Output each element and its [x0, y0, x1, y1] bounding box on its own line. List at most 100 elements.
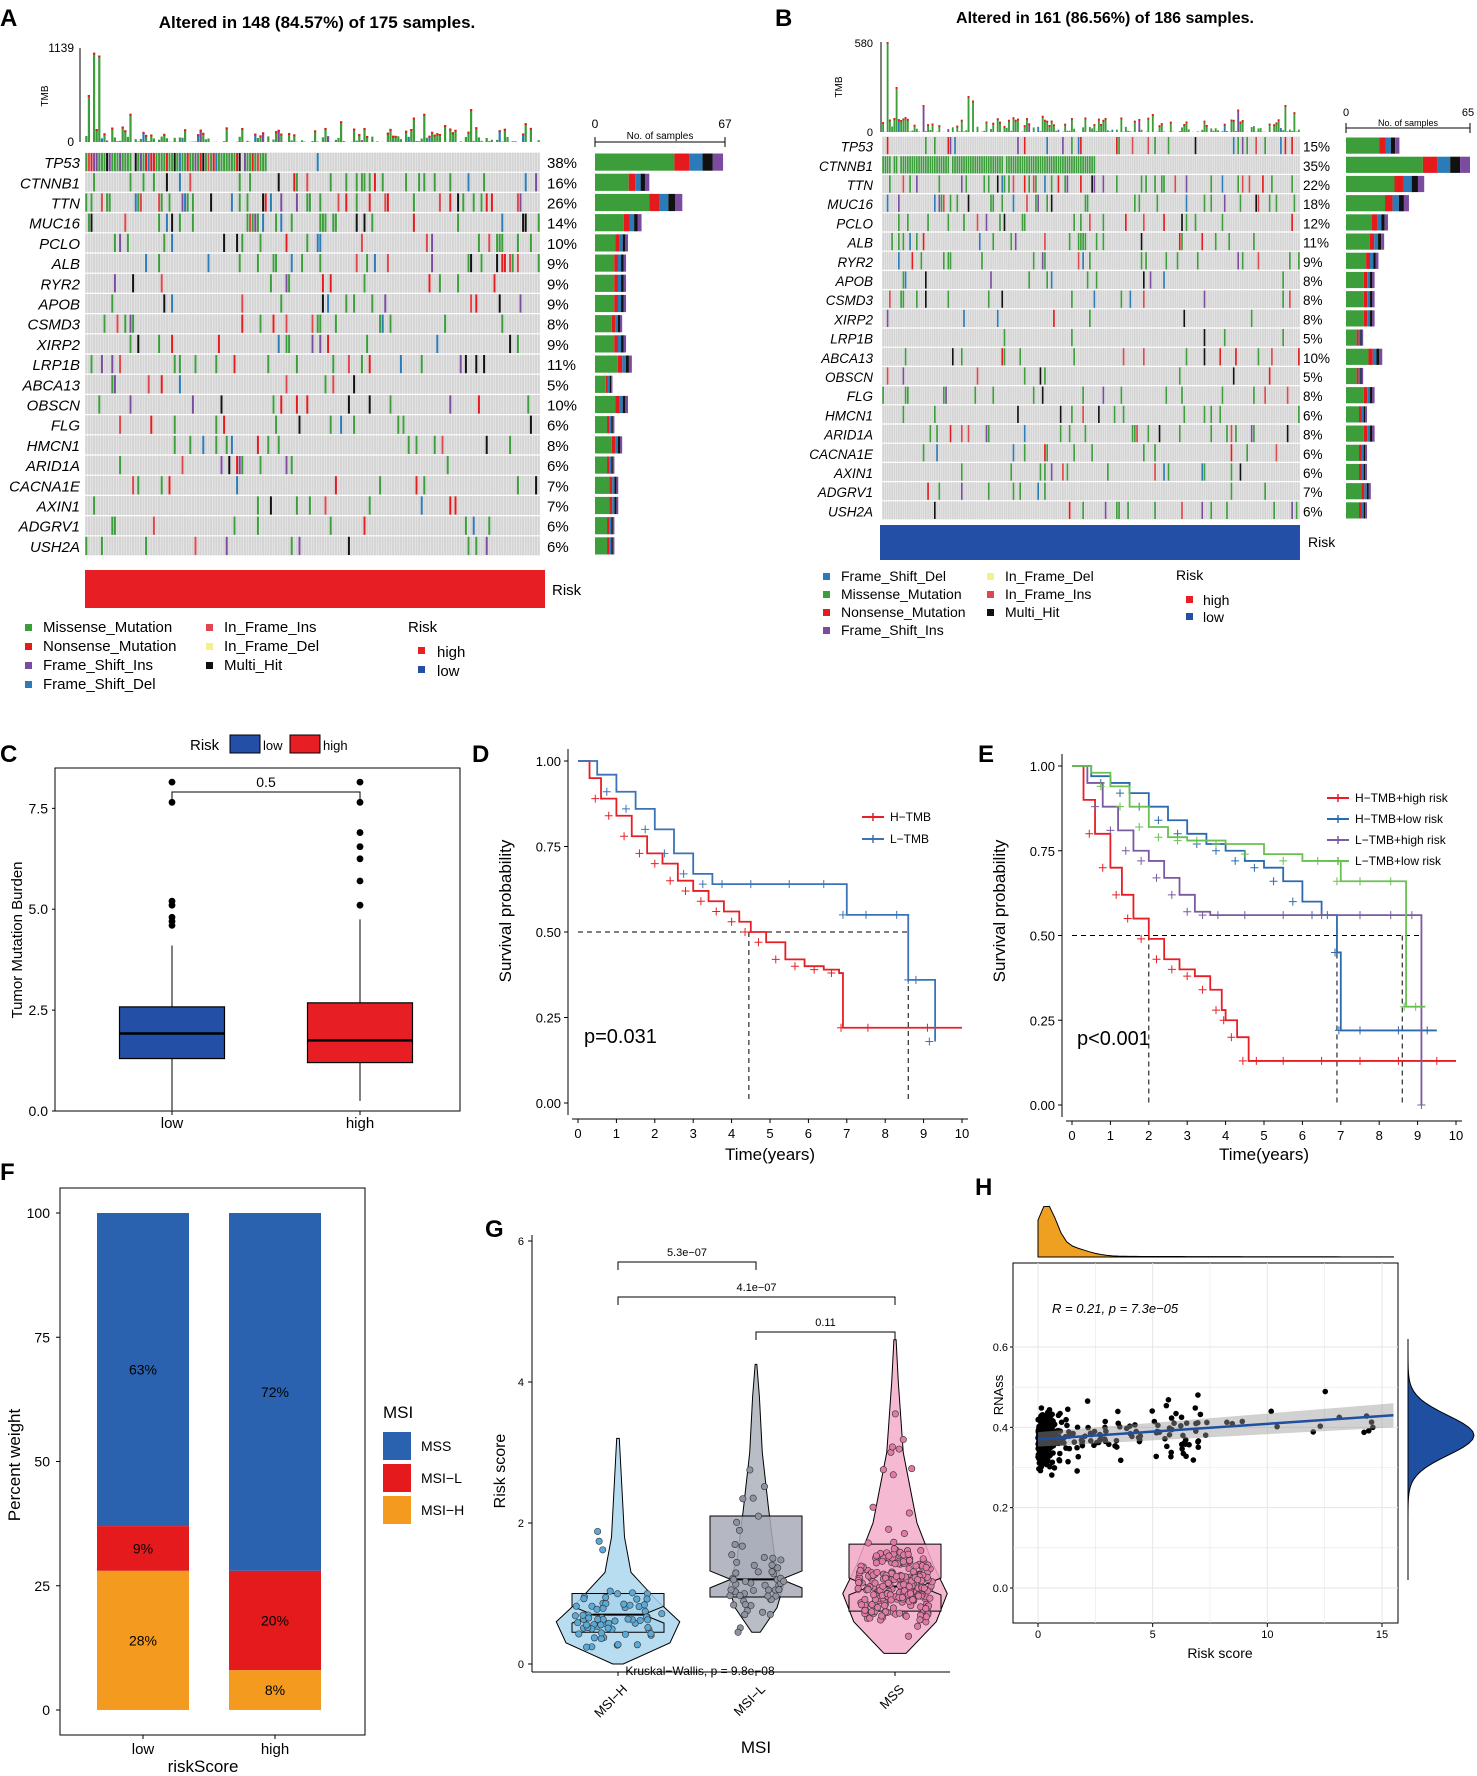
mutation-cell [942, 252, 945, 270]
h-point [1164, 1443, 1170, 1450]
mutation-cell [1253, 425, 1255, 443]
mutation-cell [1080, 213, 1082, 231]
tmb-bar [1008, 119, 1010, 132]
km-censor [1167, 965, 1176, 974]
g-point [879, 1582, 887, 1590]
km-censor [1137, 934, 1146, 943]
mutation-cell [251, 153, 254, 172]
tmb-bar-cap [444, 125, 447, 128]
mutation-cell [389, 395, 392, 414]
mutation-cell [129, 334, 132, 353]
mutation-cell [1136, 425, 1138, 443]
mutation-cell [949, 137, 952, 155]
tmb-bar-cap [366, 135, 369, 138]
tmb-bar-cap [467, 131, 470, 134]
mutation-cell [1286, 386, 1289, 404]
mutation-cell [1050, 271, 1053, 289]
tmb-bar [1183, 124, 1186, 132]
legend-item: Frame_Shift_Ins [43, 657, 153, 674]
count-bar-seg-ttn [1394, 175, 1404, 193]
mutation-cell [353, 294, 356, 313]
mutation-cell [1001, 290, 1004, 308]
km-censor [925, 1037, 934, 1046]
g-point [614, 1641, 622, 1649]
mutation-cell [298, 415, 301, 434]
mutation-cell [306, 193, 309, 212]
h-point [1192, 1405, 1199, 1411]
h-point [1102, 1418, 1109, 1425]
mutation-cell [1241, 137, 1244, 155]
d-plot: 0.000.250.500.751.000 1 2 3 4 5 6 7 8 9 10H−TMBL−T… [536, 749, 969, 1141]
mutation-cell [124, 153, 127, 172]
count-bar-seg-tp53 [1395, 137, 1400, 154]
mutation-cell [280, 193, 283, 212]
tmb-bar-cap [1050, 120, 1053, 123]
h-point [1195, 1392, 1201, 1398]
mutation-cell [1253, 233, 1255, 251]
count-bar-seg-flg [1367, 387, 1371, 404]
km-legend-label: H−TMB [890, 810, 931, 824]
mutation-cell [1059, 405, 1062, 423]
mutation-cell [119, 456, 122, 475]
km-censor [1279, 911, 1288, 920]
mutation-cell [509, 334, 512, 353]
km-legend-label: L−TMB [890, 832, 929, 846]
tmb-bar [428, 135, 431, 142]
mutation-cell [129, 153, 132, 172]
count-bar-seg-lrp1b [1361, 329, 1364, 346]
risk-high-label-a: high [437, 644, 465, 661]
mutation-cell [974, 386, 977, 404]
count-bar-seg-flg [1370, 387, 1373, 404]
gene-percentages-a: 38%16%26%14%10%9%9%9%8%9%11%5%10%6%8%6%7… [547, 155, 577, 556]
mutation-cell [942, 194, 945, 212]
tmb-bar [1286, 131, 1289, 132]
km-censor [1091, 802, 1100, 811]
km-curve-2 [1072, 765, 1423, 1105]
tmb-bar [1241, 120, 1244, 132]
g-point [885, 1525, 893, 1533]
legend-item: Frame_Shift_Del [841, 568, 946, 584]
mutation-cell [134, 193, 137, 212]
mutation-cell [1041, 386, 1044, 404]
mutation-cell [999, 213, 1001, 231]
tmb-bar-cap [358, 134, 361, 137]
mutation-cell [457, 274, 460, 293]
count-bar-seg-pclo [622, 234, 626, 252]
mutation-cell [236, 476, 239, 495]
gene-pct-pclo: 10% [547, 236, 577, 253]
mutation-cell [191, 193, 194, 212]
mutation-cell [969, 156, 972, 174]
count-bar-seg-tp53 [595, 153, 675, 171]
g-point [868, 1601, 876, 1609]
mutation-cell [171, 233, 174, 252]
mutation-cell [425, 233, 428, 252]
mutation-cell [259, 153, 262, 172]
risk-bar-a [85, 570, 545, 608]
mutation-cell [1046, 137, 1049, 155]
tmb-bar [1217, 130, 1219, 132]
mutation-cell [1062, 463, 1064, 481]
f-legend-label: MSI−H [421, 1502, 464, 1518]
mutation-cell [285, 233, 288, 252]
mutation-cell [113, 274, 116, 293]
mutation-cell [119, 233, 122, 252]
tmb-bar-cap [897, 119, 900, 122]
mutation-cell [938, 156, 941, 174]
tmb-bar [386, 132, 389, 142]
tmb-bar [449, 128, 452, 142]
gene-pct-lrp1b: 11% [547, 357, 576, 374]
tmb-bar [1046, 120, 1049, 132]
g-point [896, 1609, 904, 1617]
mutation-cell [90, 213, 93, 232]
tmb-bar [412, 117, 415, 142]
mutation-cell [1071, 329, 1073, 347]
tmb-bar-cap [1293, 112, 1296, 115]
mutation-cell [516, 193, 519, 212]
tmb-bar-cap [1104, 118, 1107, 121]
count-bar-seg-abca13 [611, 375, 613, 393]
h-point [1202, 1432, 1209, 1438]
g-point [922, 1613, 930, 1621]
mutation-cell [327, 294, 330, 313]
mutation-cell [1131, 425, 1134, 443]
